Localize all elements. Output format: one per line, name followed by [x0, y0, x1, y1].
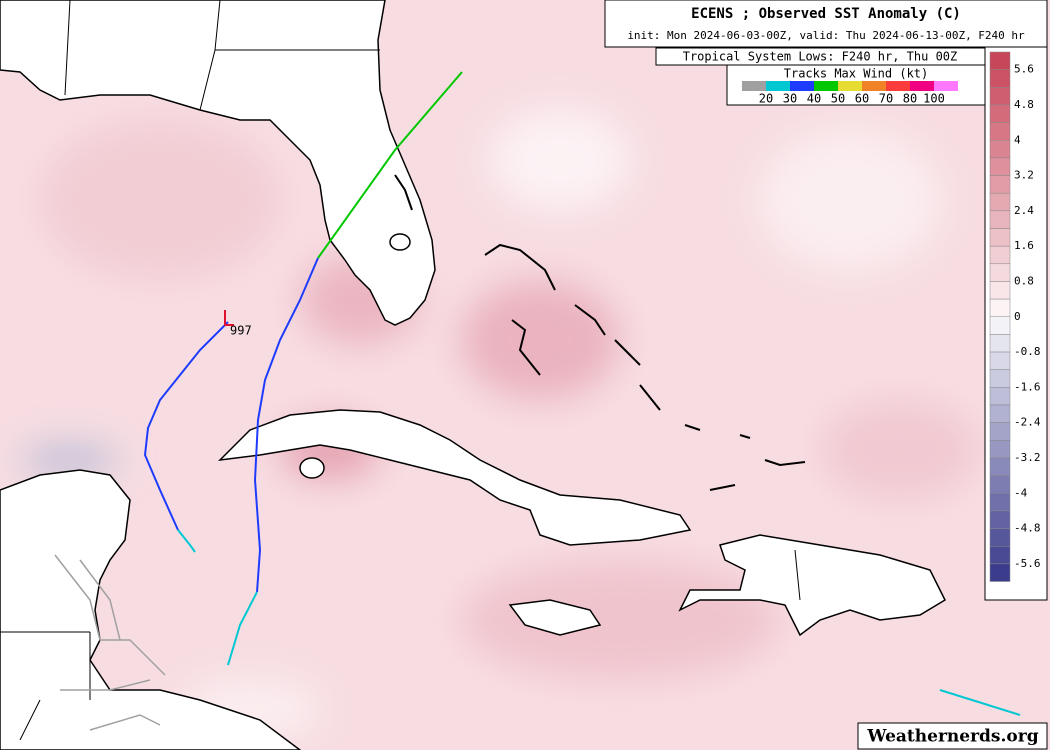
header-box	[604, 0, 1048, 48]
colorbar-label: -1.6	[1014, 380, 1041, 393]
colorbar-box	[989, 175, 1011, 194]
wind-label: 80	[903, 92, 917, 106]
country-borders	[0, 631, 91, 741]
colorbar-box	[989, 69, 1011, 88]
colorbar-label: -0.8	[1014, 345, 1041, 358]
watermark: Weathernerds.org	[866, 727, 1038, 747]
colorbar-box	[989, 192, 1011, 212]
lows-title: Tropical System Lows: F240 hr, Thu 00Z	[683, 50, 958, 64]
jamaica	[508, 599, 602, 636]
colorbar: 5.6 4.8 4 3.2 2.4 1.6 0.8 0 -0.8 -1.6 -2.4 -3.2 -4 -4…	[989, 51, 1041, 582]
wind-swatch	[886, 81, 910, 91]
us-florida	[0, 0, 436, 326]
wind-label: 70	[879, 92, 893, 106]
wind-swatch	[910, 81, 934, 91]
colorbar-box	[989, 493, 1011, 512]
colorbar-box	[989, 528, 1011, 547]
lake-okeechobee	[389, 233, 411, 251]
tracks	[54, 71, 1021, 731]
colorbar-box	[989, 545, 1011, 565]
sst-anomaly-field	[20, 110, 980, 740]
colorbar-box	[989, 104, 1011, 123]
low-pressure-label: 997	[230, 324, 252, 338]
colorbar-box	[989, 422, 1011, 441]
wind-legend: 20 30 40 50 60 70 80 100	[742, 81, 958, 106]
colorbar-box	[989, 245, 1011, 265]
colorbar-label: 0.8	[1014, 274, 1034, 287]
colorbar-label: 4	[1014, 133, 1021, 146]
state-borders	[64, 0, 380, 111]
colorbar-box	[989, 404, 1011, 423]
wind-label: 100	[923, 92, 945, 106]
colorbar-box	[989, 298, 1011, 318]
colorbar-label: -5.6	[1014, 557, 1041, 570]
colorbar-label: 4.8	[1014, 98, 1034, 111]
wind-swatch	[934, 81, 958, 91]
yucatan-central-america	[0, 469, 303, 751]
wind-swatch	[790, 81, 814, 91]
watermark-box	[857, 722, 1048, 750]
colorbar-label: 1.6	[1014, 239, 1034, 252]
colorbar-label: -4	[1014, 486, 1028, 499]
colorbar-box	[989, 563, 1011, 582]
colorbar-label: 2.4	[1014, 204, 1034, 217]
colorbar-box	[989, 387, 1011, 406]
track	[54, 554, 166, 731]
cuba	[217, 409, 692, 546]
colorbar-box	[989, 263, 1011, 282]
track	[177, 529, 196, 553]
colorbar-label: -2.4	[1014, 416, 1041, 429]
colorbar-label: 5.6	[1014, 63, 1034, 76]
wind-label: 60	[855, 92, 869, 106]
haiti-border	[794, 549, 801, 601]
wind-swatch	[766, 81, 790, 91]
track	[939, 689, 1021, 716]
land	[0, 0, 946, 751]
wind-legend-title: Tracks Max Wind (kt)	[784, 67, 929, 81]
track	[253, 257, 319, 593]
colorbar-box	[989, 140, 1011, 159]
colorbar-box	[989, 87, 1011, 106]
wind-label: 20	[759, 92, 773, 106]
colorbar-box	[989, 316, 1011, 335]
isla-juventud	[299, 457, 325, 479]
track	[143, 321, 229, 531]
colorbar-box	[989, 440, 1011, 459]
colorbar-box	[989, 475, 1011, 494]
colorbar-box	[989, 157, 1011, 176]
colorbar-box	[989, 281, 1011, 300]
colorbar-box	[989, 334, 1011, 353]
colorbar-box	[989, 457, 1011, 476]
wind-swatch	[862, 81, 886, 91]
colorbar-box	[989, 210, 1011, 229]
map-title: ECENS ; Observed SST Anomaly (C)	[691, 6, 961, 22]
colorbar-label: 0	[1014, 310, 1021, 323]
wind-label: 40	[807, 92, 821, 106]
colorbar-box	[989, 122, 1011, 141]
wind-swatch	[814, 81, 838, 91]
wind-swatch	[838, 81, 862, 91]
track	[227, 591, 258, 666]
map-subtitle: init: Mon 2024-06-03-00Z, valid: Thu 202…	[627, 29, 1025, 42]
colorbar-box	[989, 510, 1011, 529]
wind-label: 50	[831, 92, 845, 106]
colorbar-label: -4.8	[1014, 522, 1041, 535]
track	[317, 71, 463, 259]
low-marker	[224, 310, 234, 326]
colorbar-box	[989, 228, 1011, 247]
wind-swatch	[742, 81, 766, 91]
colorbar-label: -3.2	[1014, 451, 1041, 464]
hispaniola	[678, 534, 946, 637]
bahamas	[394, 174, 806, 491]
wind-label: 30	[783, 92, 797, 106]
colorbar-box	[989, 351, 1011, 370]
colorbar-label: 3.2	[1014, 169, 1034, 182]
colorbar-box	[989, 369, 1011, 388]
colorbar-box	[989, 51, 1011, 70]
